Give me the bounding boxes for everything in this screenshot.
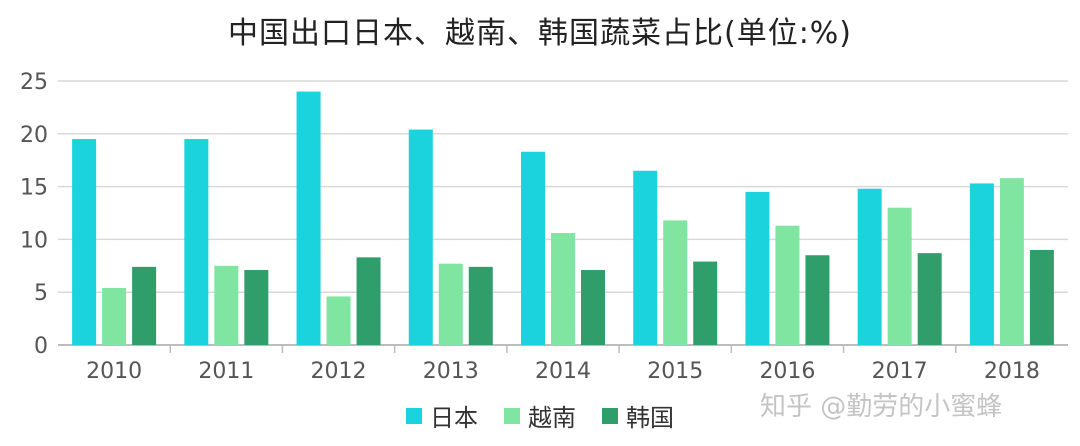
- legend-label-japan: 日本: [430, 404, 478, 432]
- x-tick-label: 2016: [759, 359, 815, 384]
- bar-vietnam-2011: [214, 265, 239, 345]
- bar-vietnam-2017: [887, 207, 912, 345]
- bar-vietnam-2018: [999, 178, 1024, 345]
- y-tick-label: 20: [20, 123, 48, 148]
- bar-korea-2018: [1029, 249, 1054, 345]
- bar-korea-2015: [693, 261, 718, 345]
- bars: [72, 91, 1054, 345]
- x-tick-label: 2012: [311, 359, 367, 384]
- y-tick-label: 25: [20, 70, 48, 95]
- bar-korea-2010: [132, 266, 157, 345]
- legend-item-japan[interactable]: 日本: [406, 398, 478, 433]
- x-tick-label: 2018: [984, 359, 1040, 384]
- bar-japan-2017: [857, 188, 882, 345]
- legend: 日本 越南 韩国: [0, 398, 1080, 433]
- bar-korea-2011: [244, 270, 269, 345]
- legend-label-korea: 韩国: [626, 404, 674, 432]
- x-tick-label: 2011: [198, 359, 254, 384]
- x-tick-label: 2017: [872, 359, 928, 384]
- x-tick-label: 2015: [647, 359, 703, 384]
- x-tick-label: 2014: [535, 359, 591, 384]
- bar-japan-2015: [633, 170, 658, 345]
- legend-swatch-japan: [406, 407, 422, 424]
- y-tick-label: 5: [34, 281, 48, 306]
- bar-vietnam-2016: [775, 225, 800, 345]
- legend-swatch-vietnam: [504, 407, 520, 424]
- legend-item-vietnam[interactable]: 越南: [504, 398, 576, 433]
- watermark: 知乎 @勤劳的小蜜蜂: [760, 392, 1003, 422]
- bar-japan-2010: [72, 139, 97, 345]
- y-axis-tick-labels: 0 5 10 15 20 25: [20, 70, 48, 359]
- bar-vietnam-2013: [438, 263, 463, 345]
- bar-japan-2016: [745, 191, 770, 345]
- x-axis-tick-labels: 2010 2011 2012 2013 2014 2015 2016 2017 2018: [86, 345, 1040, 384]
- bar-japan-2012: [296, 91, 321, 345]
- bar-vietnam-2015: [663, 220, 688, 345]
- x-tick-label: 2010: [86, 359, 142, 384]
- legend-item-korea[interactable]: 韩国: [602, 398, 674, 433]
- bar-vietnam-2010: [102, 287, 127, 345]
- y-tick-label: 0: [34, 334, 48, 359]
- bar-japan-2013: [408, 129, 433, 345]
- bar-korea-2012: [356, 257, 381, 345]
- bar-japan-2018: [969, 183, 994, 345]
- legend-swatch-korea: [602, 407, 618, 424]
- bar-korea-2017: [917, 253, 942, 345]
- bar-korea-2014: [581, 270, 605, 345]
- bar-vietnam-2012: [326, 296, 351, 345]
- legend-label-vietnam: 越南: [528, 404, 576, 432]
- bar-japan-2011: [184, 139, 209, 345]
- bar-korea-2016: [805, 255, 830, 345]
- y-tick-label: 10: [20, 228, 48, 253]
- bar-korea-2013: [468, 266, 493, 345]
- bar-vietnam-2014: [551, 233, 575, 345]
- bar-japan-2014: [521, 151, 545, 345]
- x-tick-label: 2013: [423, 359, 479, 384]
- y-tick-label: 15: [20, 176, 48, 201]
- chart-title: 中国出口日本、越南、韩国蔬菜占比(单位:%): [227, 16, 853, 51]
